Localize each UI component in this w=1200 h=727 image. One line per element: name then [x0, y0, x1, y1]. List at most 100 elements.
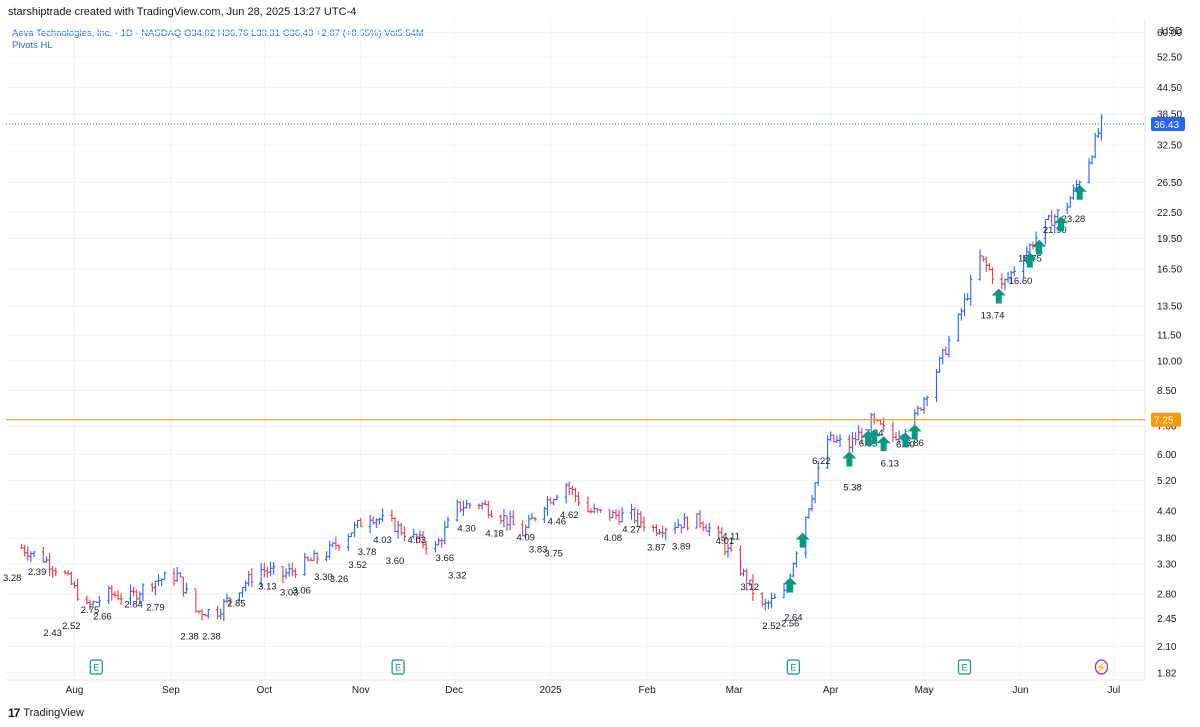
x-tick-label: Nov [352, 685, 370, 696]
earnings-marker-icon [1094, 659, 1109, 675]
y-tick-label: 10.00 [1157, 356, 1182, 367]
x-tick-label: Apr [823, 685, 839, 696]
symbol-info: Aeva Technologies, Inc. · 1D · NASDAQ O3… [12, 28, 424, 39]
y-tick-label: 2.10 [1157, 642, 1177, 653]
pivot-low-label: 3.52 [348, 560, 367, 571]
pivot-low-label: 6.22 [812, 456, 831, 467]
pivot-low-label: 4.46 [548, 517, 567, 528]
pivot-low-label: 2.85 [227, 599, 246, 610]
earnings-marker-label: E [93, 663, 99, 673]
footer-brand: 17 TradingView [8, 706, 84, 720]
pivot-low-label: 23.28 [1062, 214, 1086, 225]
pivot-low-label: 4.01 [716, 536, 735, 547]
pivot-low-label: 2.38 [202, 632, 221, 643]
pivot-low-label: 2.52 [762, 621, 781, 632]
earnings-marker-icon [786, 659, 800, 675]
pivot-low-label: 3.28 [3, 573, 22, 584]
pivot-low-label: 6.86 [905, 438, 924, 449]
pivot-low-label: 2.64 [784, 613, 803, 624]
buy-arrow-icon [876, 436, 891, 452]
y-tick-label: 19.50 [1157, 234, 1182, 245]
last-price-label: 36.43 [1154, 120, 1179, 131]
buy-arrow-icon [907, 424, 922, 440]
y-tick-label: 3.80 [1157, 533, 1177, 544]
pivot-low-label: 3.30 [314, 572, 333, 583]
brand-name: TradingView [23, 707, 84, 719]
pivot-low-label: 2.52 [62, 621, 81, 632]
y-tick-label: 1.82 [1157, 668, 1177, 679]
earnings-marker-icon [391, 659, 405, 675]
x-tick-label: Aug [66, 685, 84, 696]
pivot-low-label: 2.84 [124, 599, 143, 610]
last-price-tag [1151, 117, 1185, 132]
buy-arrow-icon [795, 532, 810, 548]
pivot-low-label: 3.12 [741, 582, 760, 593]
x-tick-label: Dec [445, 685, 463, 696]
y-tick-label: 8.50 [1157, 386, 1177, 397]
y-tick-label: 22.50 [1157, 208, 1182, 219]
indicator-name[interactable]: Pivots HL [12, 40, 53, 51]
x-tick-label: Sep [162, 685, 180, 696]
earnings-marker-label: E [961, 663, 967, 673]
y-tick-label: 4.40 [1157, 507, 1177, 518]
pivot-low-label: 4.27 [622, 525, 641, 536]
buy-arrow-icon [898, 432, 913, 448]
earnings-marker-icon [89, 659, 103, 675]
pivot-low-label: 4.62 [560, 510, 579, 521]
x-tick-label: May [915, 685, 934, 696]
y-tick-label: 3.30 [1157, 559, 1177, 570]
pivot-low-label: 16.60 [1009, 276, 1033, 287]
pivot-low-label: 4.03 [408, 535, 427, 546]
y-tick-label: 13.50 [1157, 301, 1182, 312]
y-tick-label: 26.50 [1157, 178, 1182, 189]
level-price-tag [1151, 412, 1181, 427]
pivot-low-label: 3.13 [258, 582, 277, 593]
x-tick-label: Mar [726, 685, 744, 696]
pivot-low-label: 2.43 [43, 628, 62, 639]
pivot-low-label: 3.06 [292, 586, 311, 597]
pivot-low-label: 3.66 [436, 553, 455, 564]
buy-arrow-icon [842, 451, 857, 467]
chart-caption: starshiptrade created with TradingView.c… [8, 6, 357, 18]
pivot-low-label: 5.38 [843, 482, 862, 493]
pivot-low-label: 2.39 [28, 567, 47, 578]
earnings-marker-label: E [395, 663, 401, 673]
pivot-low-label: 4.03 [373, 535, 392, 546]
earnings-marker-icon [957, 659, 972, 675]
buy-arrow-icon [1053, 216, 1068, 232]
pivot-low-label: 3.60 [386, 556, 405, 567]
y-tick-label: 16.50 [1157, 265, 1182, 276]
y-tick-label: 32.50 [1157, 140, 1182, 151]
pivot-low-label: 21.90 [1043, 225, 1067, 236]
pivot-low-label: 4.09 [516, 533, 535, 544]
pivot-low-label: 3.87 [647, 543, 666, 554]
pivot-low-label: 4.08 [604, 533, 623, 544]
x-tick-label: 2025 [539, 685, 562, 696]
pivot-low-label: 6.13 [881, 458, 900, 469]
pivot-low-label: 13.74 [981, 311, 1005, 322]
x-tick-label: Oct [257, 685, 273, 696]
y-tick-label: 44.50 [1157, 83, 1182, 94]
pivot-low-label: 2.79 [146, 603, 165, 614]
x-tick-label: Jun [1012, 685, 1028, 696]
pivot-low-label: 4.30 [457, 523, 476, 534]
pivot-low-label: 3.26 [330, 574, 349, 585]
pivot-low-label: 3.03 [280, 587, 299, 598]
pivot-low-label: 3.89 [672, 542, 691, 553]
y-tick-label: 2.45 [1157, 614, 1177, 625]
y-tick-label: 5.20 [1157, 476, 1177, 487]
buy-arrow-icon [1022, 252, 1037, 268]
y-tick-label: 60.00 [1157, 28, 1182, 39]
y-tick-label: 52.50 [1157, 53, 1182, 64]
buy-arrow-icon [1032, 239, 1047, 255]
y-tick-label: 38.50 [1157, 109, 1182, 120]
tv-logo-icon: 17 [8, 706, 20, 720]
currency-label: USD [1161, 26, 1182, 37]
pivot-low-label: 4.18 [485, 529, 504, 540]
pivot-low-label: 3.75 [544, 548, 563, 559]
pivot-low-label: 2.56 [781, 618, 800, 629]
y-tick-label: 6.00 [1157, 450, 1177, 461]
pivot-low-label: 3.32 [448, 571, 467, 582]
y-tick-label: 11.50 [1157, 331, 1182, 342]
